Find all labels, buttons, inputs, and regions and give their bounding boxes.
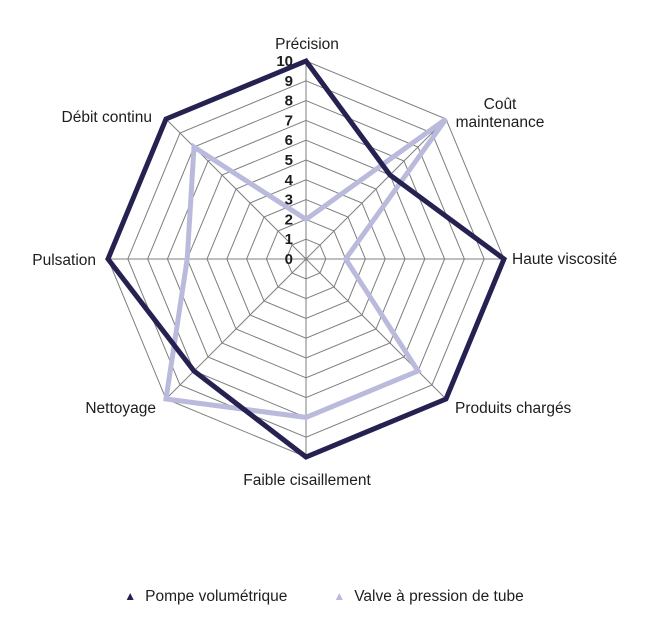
- tick-label-7: 7: [285, 112, 293, 129]
- tick-label-10: 10: [276, 53, 293, 70]
- tick-label-3: 3: [285, 192, 293, 209]
- tick-label-1: 1: [285, 231, 293, 248]
- tick-label-0: 0: [285, 251, 293, 268]
- axis-label-haute-viscosite: Haute viscosité: [512, 251, 617, 268]
- grid-spoke: [165, 118, 307, 260]
- tick-label-8: 8: [285, 93, 293, 110]
- axis-label-faible-cisaillement: Faible cisaillement: [243, 472, 371, 489]
- tick-label-6: 6: [285, 132, 293, 149]
- legend-label: Valve à pression de tube: [354, 588, 524, 605]
- grid-spoke: [305, 258, 447, 400]
- axis-label-debit-continu: Débit continu: [62, 109, 152, 126]
- legend-label: Pompe volumétrique: [145, 588, 288, 605]
- legend-item-valve-a-pression-de-tube: ▲ Valve à pression de tube: [333, 588, 523, 606]
- series-valve-a-pression-de-tube: [163, 116, 449, 420]
- axis-label-precision: Précision: [275, 36, 339, 53]
- axis-label-pulsation: Pulsation: [32, 252, 96, 269]
- axis-label-cout-maintenance: maintenance: [456, 114, 545, 131]
- tick-label-5: 5: [285, 152, 293, 169]
- triangle-marker-icon: ▲: [333, 589, 346, 603]
- tick-label-9: 9: [285, 73, 293, 90]
- tick-label-4: 4: [285, 172, 294, 189]
- axis-label-nettoyage: Nettoyage: [85, 400, 156, 417]
- legend-item-pompe-volumetrique: ▲ Pompe volumétrique: [124, 588, 287, 606]
- axis-label-cout-maintenance: Coût: [484, 96, 517, 113]
- grid-spoke: [305, 118, 447, 260]
- series-pompe-volumetrique: [105, 57, 508, 460]
- triangle-marker-icon: ▲: [124, 589, 137, 603]
- legend: ▲ Pompe volumétrique ▲ Valve à pression …: [0, 588, 648, 606]
- tick-label-2: 2: [285, 211, 293, 228]
- axis-label-produits-charges: Produits chargés: [455, 400, 572, 417]
- grid-spoke: [165, 258, 307, 400]
